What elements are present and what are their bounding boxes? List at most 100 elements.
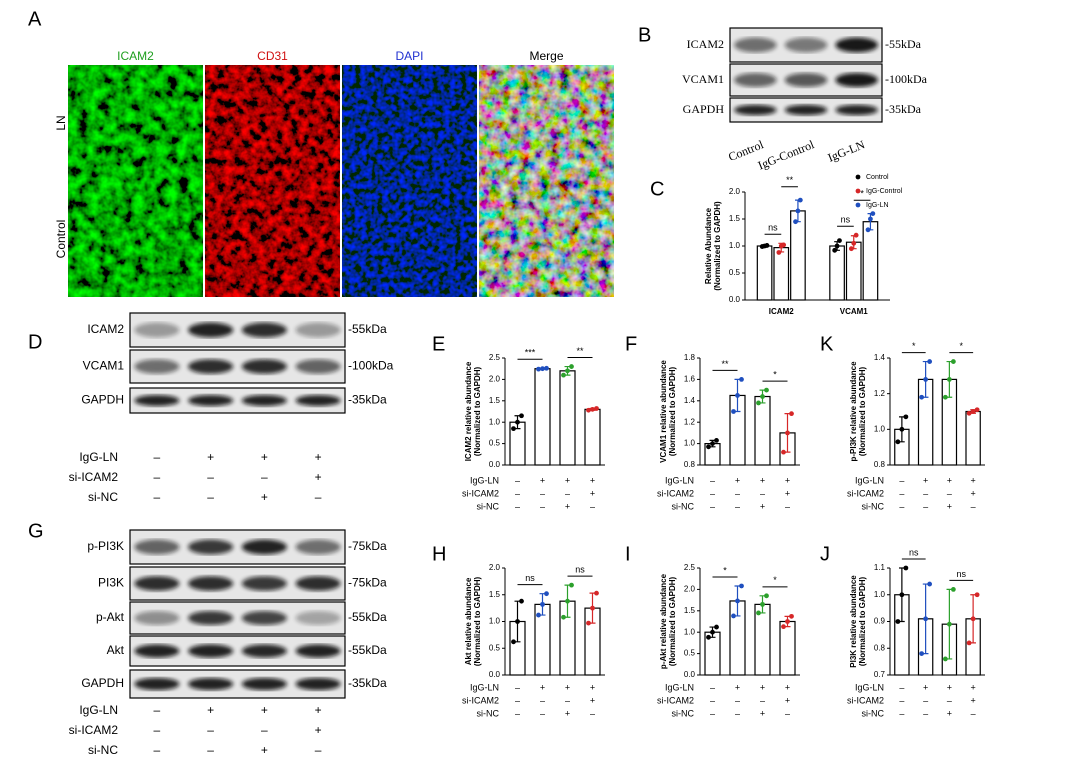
y-tick-label: 0.5 <box>489 643 501 652</box>
y-axis-label: (Normalized to GAPDH) <box>473 577 482 667</box>
blot-band <box>188 644 234 658</box>
data-point <box>586 620 591 626</box>
data-point <box>795 208 801 214</box>
significance-label: * <box>773 575 777 585</box>
condition-sign: + <box>565 475 570 485</box>
condition-sign: + <box>565 501 570 511</box>
condition-sign: + <box>261 490 268 504</box>
blot-band <box>188 576 234 591</box>
data-point <box>793 219 798 225</box>
condition-sign: + <box>947 682 952 692</box>
y-tick-label: 0.5 <box>489 439 501 448</box>
blot-band <box>295 359 341 374</box>
data-point <box>776 250 782 255</box>
y-tick-label: 1.6 <box>684 375 696 384</box>
band-label: GAPDH <box>683 102 725 116</box>
bar <box>965 410 981 466</box>
condition-sign: – <box>923 695 928 705</box>
micrograph <box>68 65 203 181</box>
data-point <box>919 651 925 656</box>
y-axis-label: (Normalized to GAPDH) <box>473 367 482 457</box>
significance-label: * <box>723 565 727 575</box>
condition-sign: – <box>923 488 928 498</box>
data-point <box>853 232 859 238</box>
y-tick-label: 2.5 <box>489 353 501 362</box>
panel-letter: K <box>820 333 834 355</box>
blot-band <box>295 322 341 338</box>
y-tick-label: 0.5 <box>684 649 696 658</box>
data-point <box>586 407 591 413</box>
blot-band <box>241 539 287 555</box>
data-point <box>868 216 873 222</box>
blot-band <box>188 677 234 691</box>
y-tick-label: 1.2 <box>684 417 696 426</box>
blot-band <box>784 37 828 53</box>
condition-sign: + <box>735 682 740 692</box>
condition-label: si-ICAM2 <box>462 488 499 498</box>
data-point <box>848 246 854 252</box>
blot-band <box>835 72 878 88</box>
blot-band <box>241 576 287 591</box>
condition-label: IgG-LN <box>470 475 499 485</box>
y-tick-label: 1.4 <box>684 396 696 405</box>
data-point <box>764 593 769 599</box>
data-point <box>565 598 570 604</box>
condition-sign: – <box>207 470 214 484</box>
condition-sign: + <box>315 723 322 737</box>
data-point <box>832 247 838 253</box>
condition-sign: – <box>899 501 904 511</box>
data-point <box>950 587 956 592</box>
condition-sign: – <box>315 490 322 504</box>
condition-label: si-ICAM2 <box>847 488 884 498</box>
panel-letter: H <box>432 543 446 565</box>
condition-sign: + <box>590 695 595 705</box>
bar <box>779 620 796 676</box>
condition-sign: + <box>760 475 765 485</box>
blot-band <box>134 359 180 374</box>
significance-label: ns <box>909 547 919 557</box>
condition-label: si-NC <box>88 743 118 757</box>
data-point <box>923 616 929 622</box>
condition-sign: + <box>590 475 595 485</box>
micrograph <box>479 65 614 181</box>
data-point <box>970 409 976 414</box>
condition-sign: + <box>207 703 214 717</box>
data-point <box>594 590 599 596</box>
significance-label: * <box>959 341 963 351</box>
condition-sign: – <box>515 501 520 511</box>
data-point <box>710 441 715 446</box>
y-axis-label: (Normalized to GAPDH) <box>668 367 677 457</box>
condition-sign: + <box>261 703 268 717</box>
data-point <box>966 640 972 646</box>
condition-sign: – <box>315 743 322 757</box>
data-point <box>785 619 790 624</box>
condition-sign: – <box>207 490 214 504</box>
data-point <box>594 406 599 411</box>
y-axis-label: Akt relative abundance <box>464 577 473 665</box>
condition-label: si-NC <box>88 490 118 504</box>
y-tick-label: 2.0 <box>489 563 501 572</box>
condition-sign: – <box>515 708 520 718</box>
y-axis-label: PI3K relative abundance <box>849 575 858 668</box>
blot-band <box>734 72 777 88</box>
micrograph <box>205 65 340 181</box>
panel-letter: I <box>625 543 631 565</box>
micrograph <box>68 181 203 297</box>
panel-letter: D <box>28 331 42 353</box>
data-point <box>731 613 736 619</box>
condition-label: IgG-LN <box>855 682 884 692</box>
lane-label: IgG-Control <box>756 137 817 172</box>
bar <box>862 221 879 301</box>
data-point <box>735 393 740 398</box>
column-label: ICAM2 <box>117 49 154 63</box>
legend-label: IgG-Control <box>866 188 903 195</box>
condition-sign: – <box>261 723 268 737</box>
data-point <box>974 592 980 598</box>
condition-sign: + <box>970 695 975 705</box>
y-tick-label: 0.7 <box>874 670 886 679</box>
y-tick-label: 1.5 <box>684 606 696 615</box>
blot-band <box>241 359 287 374</box>
condition-label: si-NC <box>672 708 695 718</box>
data-point <box>710 629 715 635</box>
